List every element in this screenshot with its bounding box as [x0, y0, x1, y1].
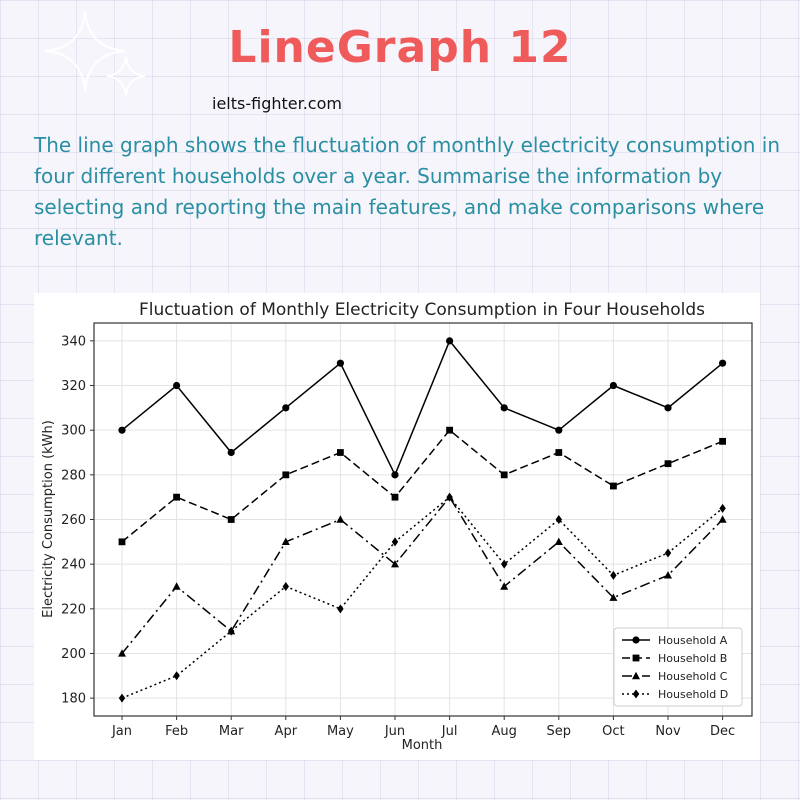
data-point	[555, 515, 562, 524]
y-tick-label: 280	[61, 468, 86, 483]
data-point	[118, 538, 126, 546]
series-line-1	[121, 339, 724, 477]
data-point	[172, 582, 181, 590]
data-point	[173, 381, 181, 390]
y-tick-label: 240	[61, 558, 86, 573]
data-point	[500, 404, 508, 412]
data-point	[282, 471, 290, 479]
legend-marker	[632, 671, 640, 680]
site-name: ielts-fighter.com	[212, 94, 342, 113]
x-tick-label: Sep	[547, 724, 572, 739]
data-point	[500, 582, 509, 590]
data-point	[664, 404, 672, 412]
data-point	[227, 448, 235, 457]
line-chart: Fluctuation of Monthly Electricity Consu…	[41, 300, 753, 753]
page-title: LineGraph 12	[228, 22, 572, 73]
data-point	[664, 571, 672, 579]
data-point	[281, 537, 290, 546]
data-point	[719, 359, 727, 367]
data-point	[391, 559, 399, 568]
data-point	[391, 471, 399, 479]
y-axis-label: Electricity Consumption (kWh)	[41, 420, 56, 618]
series-line-3	[121, 495, 724, 654]
chart-card: Fluctuation of Monthly Electricity Consu…	[34, 293, 760, 760]
data-point	[610, 482, 617, 490]
data-point	[500, 471, 508, 479]
data-point	[664, 548, 672, 558]
data-point	[118, 649, 126, 657]
legend-label: Household B	[658, 652, 727, 665]
data-point	[555, 449, 563, 456]
data-point	[391, 537, 399, 547]
data-point	[227, 516, 235, 523]
y-tick-label: 180	[61, 692, 86, 707]
x-tick-label: May	[327, 724, 354, 739]
data-point	[501, 559, 508, 569]
legend-label: Household A	[658, 634, 728, 647]
chart-title: Fluctuation of Monthly Electricity Consu…	[139, 300, 705, 320]
data-point	[446, 426, 453, 434]
data-point	[555, 426, 563, 434]
data-point	[446, 337, 454, 345]
data-point	[609, 381, 618, 390]
data-point	[118, 693, 126, 703]
data-point	[718, 515, 727, 523]
legend-label: Household C	[658, 670, 728, 683]
x-tick-label: Jul	[441, 724, 458, 739]
x-tick-label: Aug	[492, 724, 517, 739]
x-tick-label: Jan	[111, 724, 132, 739]
x-tick-label: Oct	[602, 724, 624, 739]
data-point	[118, 426, 126, 434]
data-point	[337, 604, 344, 614]
y-tick-label: 260	[61, 513, 86, 528]
legend-marker	[632, 654, 640, 662]
data-point	[664, 460, 672, 468]
x-tick-label: Apr	[275, 724, 298, 739]
y-tick-label: 200	[61, 647, 86, 662]
legend-marker	[632, 636, 640, 644]
series-line-4	[121, 496, 724, 699]
data-point	[719, 503, 726, 513]
sparkle-decoration-small	[106, 56, 146, 96]
x-tick-label: Jun	[384, 724, 405, 739]
x-axis-label: Month	[402, 738, 443, 753]
data-point	[719, 437, 726, 445]
data-point	[173, 493, 180, 501]
data-point	[391, 493, 399, 501]
data-point	[609, 593, 618, 601]
legend-label: Household D	[658, 688, 728, 701]
y-tick-label: 320	[61, 379, 86, 394]
legend-box	[613, 627, 743, 707]
data-point	[228, 626, 235, 636]
legend-marker	[632, 689, 640, 699]
x-tick-label: Mar	[219, 724, 244, 739]
task-description: The line graph shows the fluctuation of …	[34, 133, 781, 250]
data-point	[337, 449, 344, 456]
data-point	[282, 581, 289, 591]
series-line-2	[121, 429, 723, 543]
x-tick-label: Nov	[655, 724, 681, 739]
sparkle-decoration	[44, 10, 126, 92]
data-point	[554, 537, 563, 546]
data-point	[336, 515, 345, 523]
y-tick-label: 220	[61, 602, 86, 617]
data-point	[173, 671, 180, 681]
x-tick-label: Feb	[165, 724, 188, 739]
data-point	[282, 404, 290, 412]
x-tick-label: Dec	[710, 724, 735, 739]
data-point	[446, 492, 453, 502]
y-tick-label: 340	[61, 334, 86, 349]
data-point	[610, 570, 617, 580]
data-point	[336, 359, 344, 367]
y-tick-label: 300	[61, 424, 86, 439]
